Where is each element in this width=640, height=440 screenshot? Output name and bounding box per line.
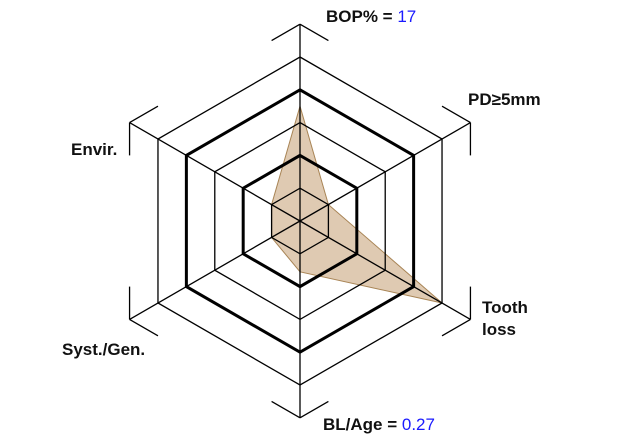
axis-line-4 [129, 220, 301, 320]
bop-value: 17 [397, 7, 417, 26]
axis-line-2 [299, 220, 471, 320]
axis-end-bracket-2-1 [441, 318, 471, 337]
axis-end-bracket-4-0 [129, 318, 159, 337]
axis-label-tooth-loss: Tooth loss [482, 298, 528, 339]
axis-end-bracket-0-0 [271, 23, 301, 42]
axis-line-5 [129, 122, 301, 222]
axis-end-bracket-5-1 [129, 105, 159, 124]
axis-label-bop: BOP% = 17 [326, 7, 417, 26]
bl-age-value: 0.27 [401, 415, 435, 434]
axis-line-1 [299, 122, 471, 222]
axis-label-pd: PD≥5mm [468, 90, 541, 109]
axis-end-bracket-3-1 [271, 400, 301, 419]
axis-label-envir: Envir. [71, 140, 118, 159]
axis-label-bl-age: BL/Age = 0.27 [323, 415, 435, 434]
axis-end-bracket-3-0 [299, 400, 329, 419]
axis-end-bracket-1-0 [441, 105, 471, 124]
axis-end-bracket-0-1 [299, 23, 329, 42]
axis-label-syst-gen: Syst./Gen. [62, 340, 146, 359]
